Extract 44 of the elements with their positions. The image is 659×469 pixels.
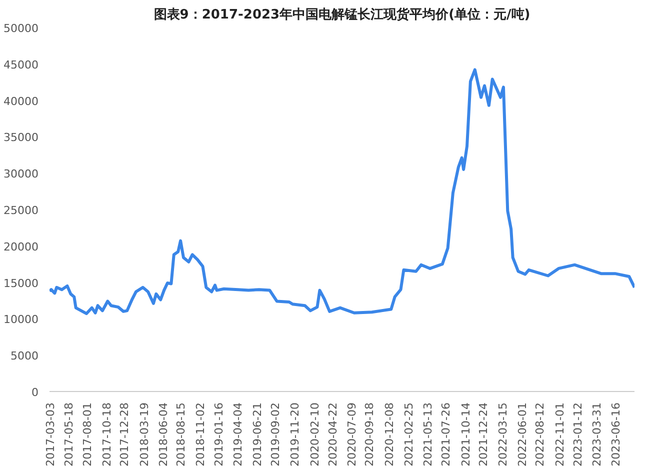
x-tick-label: 2021-02-25 — [402, 402, 416, 466]
y-tick-label: 25000 — [4, 204, 39, 217]
x-tick-label: 2021-05-13 — [421, 402, 434, 466]
x-tick-label: 2022-08-12 — [534, 402, 547, 466]
x-tick-label: 2022-06-01 — [516, 402, 529, 466]
x-tick-label: 2019-04-04 — [232, 402, 245, 466]
y-tick-label: 10000 — [4, 313, 39, 326]
x-tick-label: 2022-11-01 — [554, 402, 567, 466]
y-tick-label: 40000 — [4, 94, 39, 108]
x-tick-label: 2021-12-24 — [476, 402, 490, 466]
y-tick-label: 20000 — [4, 240, 39, 254]
y-tick-label: 0 — [32, 386, 38, 399]
y-tick-label: 35000 — [4, 131, 39, 144]
x-tick-label: 2018-03-19 — [138, 402, 151, 466]
x-tick-label: 2017-05-18 — [62, 402, 76, 466]
x-tick-label: 2017-10-18 — [100, 402, 114, 466]
x-tick-label: 2023-06-16 — [610, 402, 623, 466]
x-tick-label: 2023-03-31 — [590, 402, 604, 466]
x-tick-label: 2019-06-21 — [250, 402, 264, 466]
y-tick-label: 50000 — [4, 22, 39, 35]
x-tick-label: 2020-04-22 — [326, 402, 340, 466]
x-tick-label: 2018-08-15 — [174, 402, 188, 466]
x-tick-label: 2018-06-04 — [156, 402, 170, 466]
line-series — [50, 68, 634, 316]
x-tick-label: 2023-01-12 — [571, 402, 584, 466]
y-tick-label: 30000 — [4, 168, 39, 181]
x-tick-label: 2018-11-02 — [194, 402, 208, 466]
x-tick-label: 2017-03-03 — [44, 402, 57, 466]
x-tick-label: 2021-10-14 — [459, 402, 472, 466]
x-tick-label: 2017-12-28 — [118, 402, 131, 466]
x-tick-label: 2020-12-08 — [382, 402, 396, 466]
x-tick-label: 2020-07-09 — [345, 402, 358, 466]
chart-title: 图表9：2017-2023年中国电解锰长江现货平均价(单位：元/吨) — [154, 6, 530, 22]
y-tick-label: 5000 — [10, 350, 39, 363]
x-tick-label: 2017-08-01 — [81, 402, 94, 466]
x-tick-label: 2020-09-18 — [362, 402, 376, 466]
y-tick-label: 15000 — [4, 276, 39, 290]
x-tick-label: 2020-02-10 — [308, 402, 322, 466]
x-tick-label: 2019-01-16 — [212, 402, 226, 466]
x-tick-label: 2021-07-26 — [440, 402, 453, 466]
y-tick-label: 45000 — [4, 58, 39, 72]
x-tick-label: 2019-09-02 — [268, 402, 282, 466]
x-tick-label: 2019-11-20 — [288, 402, 302, 466]
x-tick-label: 2022-03-15 — [496, 402, 510, 466]
